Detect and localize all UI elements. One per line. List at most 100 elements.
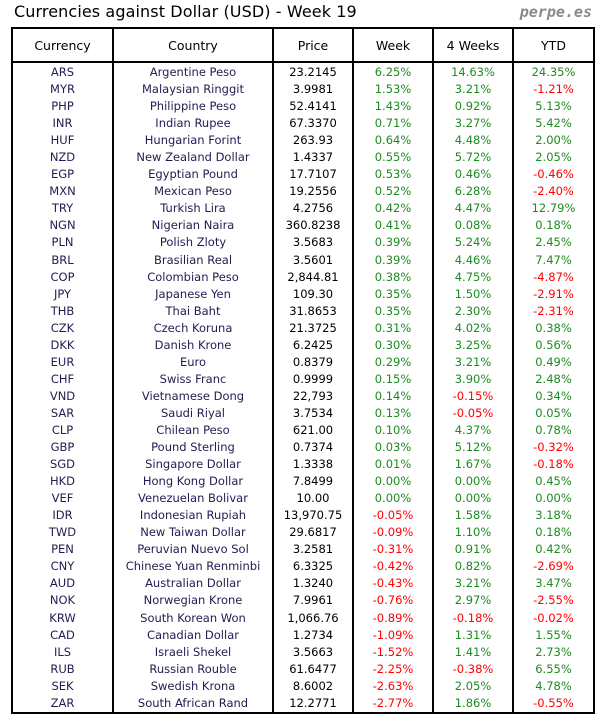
country-name: Brasilian Real — [112, 251, 274, 269]
ytd-change: 0.38% — [512, 319, 595, 337]
four-week-change: 0.00% — [432, 490, 514, 508]
currency-code: CNY — [11, 558, 114, 576]
table-row: SEK Swedish Krona 8.6002 -2.63% 2.05% 4.78% — [11, 677, 595, 695]
currency-code: PLN — [11, 234, 114, 252]
country-name: Swiss Franc — [112, 370, 274, 388]
ytd-change: 24.35% — [512, 62, 595, 82]
four-week-change: 0.91% — [432, 541, 514, 559]
price-cell: 3.5663 — [272, 643, 354, 661]
ytd-change: 0.78% — [512, 421, 595, 440]
four-week-change: 1.41% — [432, 643, 514, 661]
ytd-change: 0.34% — [512, 387, 595, 405]
ytd-change: -2.91% — [512, 285, 595, 303]
ytd-change: -2.55% — [512, 592, 595, 610]
country-name: Pound Sterling — [112, 439, 274, 457]
currency-code: ZAR — [11, 694, 114, 713]
table-row: CNY Chinese Yuan Renminbi 6.3325 -0.42% 0.82… — [11, 558, 595, 576]
price-cell: 1.3338 — [272, 456, 354, 474]
week-change: -0.89% — [352, 609, 434, 627]
country-name: Malaysian Ringgit — [112, 81, 274, 99]
country-name: Singapore Dollar — [112, 456, 274, 474]
ytd-change: -0.55% — [512, 694, 595, 713]
price-cell: 1,066.76 — [272, 609, 354, 627]
ytd-change: -2.40% — [512, 183, 595, 201]
week-change: 0.01% — [352, 456, 434, 474]
week-change: -0.05% — [352, 507, 434, 525]
country-name: Turkish Lira — [112, 200, 274, 218]
header-week: Week — [352, 27, 434, 63]
four-week-change: 1.31% — [432, 626, 514, 644]
four-week-change: 2.30% — [432, 302, 514, 320]
week-change: 0.35% — [352, 285, 434, 303]
ytd-change: 0.42% — [512, 541, 595, 559]
four-week-change: 3.27% — [432, 115, 514, 133]
price-cell: 0.8379 — [272, 353, 354, 371]
currency-code: NGN — [11, 217, 114, 235]
country-name: Israeli Shekel — [112, 643, 274, 661]
country-name: Vietnamese Dong — [112, 387, 274, 405]
currency-code: ILS — [11, 643, 114, 661]
table-row: NGN Nigerian Naira 360.8238 0.41% 0.08% 0.18% — [11, 217, 595, 235]
table-row: INR Indian Rupee 67.3370 0.71% 3.27% 5.42% — [11, 115, 595, 133]
table-row: GBP Pound Sterling 0.7374 0.03% 5.12% -0.32% — [11, 439, 595, 457]
week-change: -2.77% — [352, 694, 434, 713]
price-cell: 1.2734 — [272, 626, 354, 644]
ytd-change: 12.79% — [512, 200, 595, 218]
price-cell: 6.2425 — [272, 336, 354, 354]
currency-code: MYR — [11, 81, 114, 99]
four-week-change: 1.50% — [432, 285, 514, 303]
price-cell: 7.8499 — [272, 473, 354, 491]
four-week-change: 1.58% — [432, 507, 514, 525]
currency-code: IDR — [11, 507, 114, 525]
ytd-change: -0.18% — [512, 456, 595, 474]
four-week-change: 5.24% — [432, 234, 514, 252]
price-cell: 0.9999 — [272, 370, 354, 388]
four-week-change: 0.92% — [432, 98, 514, 116]
week-change: 0.30% — [352, 336, 434, 354]
four-week-change: -0.05% — [432, 404, 514, 422]
currency-code: CLP — [11, 421, 114, 440]
price-cell: 6.3325 — [272, 558, 354, 576]
price-cell: 8.6002 — [272, 677, 354, 695]
country-name: Egyptian Pound — [112, 166, 274, 184]
table-row: CAD Canadian Dollar 1.2734 -1.09% 1.31% 1.55% — [11, 626, 595, 644]
table-row: SAR Saudi Riyal 3.7534 0.13% -0.05% 0.05% — [11, 404, 595, 422]
ytd-change: -2.31% — [512, 302, 595, 320]
ytd-change: 2.48% — [512, 370, 595, 388]
week-change: 0.03% — [352, 439, 434, 457]
currency-code: EUR — [11, 353, 114, 371]
currency-code: HUF — [11, 132, 114, 150]
table-row: ARS Argentine Peso 23.2145 6.25% 14.63% 24.35… — [11, 62, 595, 82]
table-row: TWD New Taiwan Dollar 29.6817 -0.09% 1.10% 0.… — [11, 524, 595, 542]
price-cell: 67.3370 — [272, 115, 354, 133]
price-cell: 12.2771 — [272, 694, 354, 713]
header-4-weeks: 4 Weeks — [432, 27, 514, 63]
price-cell: 17.7107 — [272, 166, 354, 184]
currency-code: DKK — [11, 336, 114, 354]
price-cell: 621.00 — [272, 421, 354, 440]
ytd-change: 0.00% — [512, 490, 595, 508]
currency-code: VND — [11, 387, 114, 405]
ytd-change: -4.87% — [512, 268, 595, 286]
currency-code: TWD — [11, 524, 114, 542]
four-week-change: 5.72% — [432, 149, 514, 167]
country-name: South African Rand — [112, 694, 274, 713]
price-cell: 109.30 — [272, 285, 354, 303]
ytd-change: 0.45% — [512, 473, 595, 491]
country-name: Thai Baht — [112, 302, 274, 320]
week-change: 0.52% — [352, 183, 434, 201]
four-week-change: 2.05% — [432, 677, 514, 695]
currency-code: RUB — [11, 660, 114, 678]
ytd-change: 4.78% — [512, 677, 595, 695]
country-name: Indonesian Rupiah — [112, 507, 274, 525]
four-week-change: 0.46% — [432, 166, 514, 184]
ytd-change: 3.47% — [512, 575, 595, 593]
four-week-change: 3.21% — [432, 575, 514, 593]
price-cell: 7.9961 — [272, 592, 354, 610]
four-week-change: 5.12% — [432, 439, 514, 457]
price-cell: 3.9981 — [272, 81, 354, 99]
week-change: -0.43% — [352, 575, 434, 593]
country-name: Czech Koruna — [112, 319, 274, 337]
table-row: IDR Indonesian Rupiah 13,970.75 -0.05% 1.58%… — [11, 507, 595, 525]
price-cell: 1.4337 — [272, 149, 354, 167]
